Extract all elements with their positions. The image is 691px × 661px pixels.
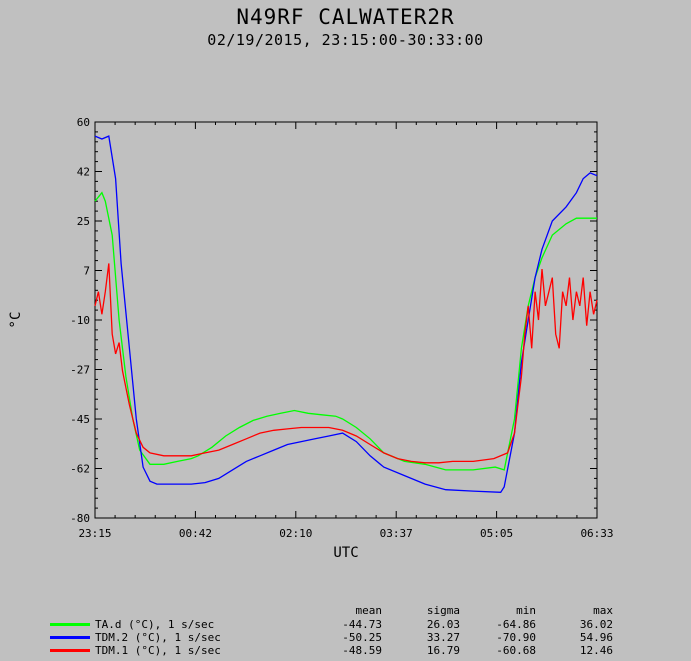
plot-area: [94, 121, 598, 519]
x-tick-label: 03:37: [380, 527, 413, 540]
legend-min: -64.86: [496, 618, 536, 631]
legend-label: TA.d (°C), 1 s/sec: [95, 618, 215, 631]
legend-mean: -50.25: [342, 631, 382, 644]
chart-title: N49RF CALWATER2R: [236, 5, 455, 29]
legend-swatch-green: [50, 623, 90, 626]
y-tick-label: 7: [83, 265, 90, 278]
legend-label: TDM.1 (°C), 1 s/sec: [95, 644, 221, 657]
legend-header-max: max: [593, 604, 613, 617]
x-axis-label: UTC: [333, 545, 358, 561]
legend-min: -70.90: [496, 631, 536, 644]
series-line-1: [94, 135, 598, 493]
x-tick-label: 00:42: [179, 527, 212, 540]
x-tick-label: 05:05: [480, 527, 513, 540]
y-tick-label: -80: [70, 512, 90, 525]
legend-mean: -44.73: [342, 618, 382, 631]
legend-sigma: 33.27: [426, 631, 460, 644]
legend-row-tdm2: TDM.2 (°C), 1 s/sec -50.25 33.27 -70.90 …: [0, 631, 691, 644]
x-tick-label: 23:15: [78, 527, 111, 540]
x-tick-label: 02:10: [279, 527, 312, 540]
y-tick-label: 60: [77, 116, 90, 129]
y-tick-label: -27: [70, 364, 90, 377]
y-tick-label: -10: [70, 314, 90, 327]
series-line-2: [94, 263, 598, 464]
legend-min: -60.68: [496, 644, 536, 657]
chart-subtitle: 02/19/2015, 23:15:00-30:33:00: [207, 31, 484, 49]
y-tick-label: 25: [77, 215, 90, 228]
legend-max: 36.02: [579, 618, 613, 631]
series-lines: [94, 135, 598, 493]
y-tick-label: 42: [77, 166, 90, 179]
legend-sigma: 26.03: [426, 618, 460, 631]
chart: 60 42 25 7 -10 -27 -45 -62 -80 23:15 00:42 02:10 03:…: [8, 116, 614, 561]
legend-row-ta: TA.d (°C), 1 s/sec -44.73 26.03 -64.86 3…: [0, 618, 691, 631]
legend-row-tdm1: TDM.1 (°C), 1 s/sec -48.59 16.79 -60.68 …: [0, 644, 691, 657]
legend-max: 54.96: [579, 631, 613, 644]
legend-header: mean sigma min max: [0, 604, 691, 617]
legend-max: 12.46: [579, 644, 613, 657]
legend-sigma: 16.79: [426, 644, 460, 657]
y-tick-label: -62: [70, 463, 90, 476]
legend-header-sigma: sigma: [426, 604, 460, 617]
legend-header-mean: mean: [355, 604, 383, 617]
legend-swatch-red: [50, 649, 90, 652]
legend-swatch-blue: [50, 636, 90, 639]
y-axis-label: °C: [8, 312, 24, 329]
axis-ticks: 60 42 25 7 -10 -27 -45 -62 -80 23:15 00:42 02:10 03:…: [70, 116, 613, 540]
legend-label: TDM.2 (°C), 1 s/sec: [95, 631, 221, 644]
legend-mean: -48.59: [342, 644, 382, 657]
legend-header-min: min: [516, 604, 536, 617]
x-tick-label: 06:33: [580, 527, 613, 540]
y-tick-label: -45: [70, 413, 90, 426]
